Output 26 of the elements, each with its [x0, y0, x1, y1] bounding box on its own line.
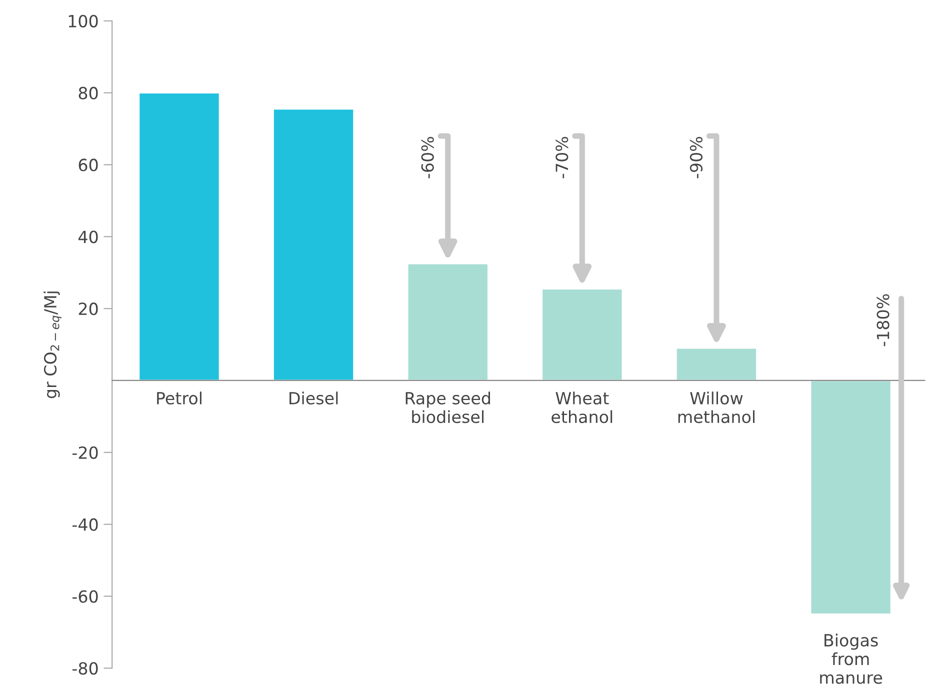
y-tick-label: -60	[72, 590, 98, 603]
y-axis-title: gr CO$_{2−eq}$/Mj	[44, 292, 62, 398]
x-tick-label: Rape seed biodiesel	[406, 392, 490, 424]
y-tick-label: 80	[78, 86, 98, 100]
bar	[272, 108, 355, 382]
bar	[406, 262, 489, 382]
annotation: -90%	[690, 136, 703, 178]
annotation: -70%	[556, 136, 568, 178]
bar	[675, 347, 758, 382]
bar	[541, 288, 624, 382]
y-tick-label: 20	[78, 302, 98, 316]
bar	[138, 92, 220, 382]
y-tick-label: 40	[78, 230, 98, 244]
x-tick-label: Diesel	[290, 392, 338, 404]
x-tick-label: Biogas from manure	[820, 634, 882, 684]
y-tick-label: 100	[68, 14, 98, 28]
y-tick-label: 60	[78, 158, 98, 172]
y-tick-label: -40	[72, 518, 98, 531]
x-tick-label: Petrol	[157, 392, 202, 404]
y-tick-label: -80	[72, 662, 98, 675]
y-tick-label: -20	[72, 446, 98, 459]
x-tick-label: Willow methanol	[678, 392, 755, 424]
bar	[810, 380, 892, 615]
x-tick-label: Wheat ethanol	[552, 392, 612, 424]
annotation: -60%	[421, 136, 434, 178]
annotation: -180%	[876, 294, 890, 346]
